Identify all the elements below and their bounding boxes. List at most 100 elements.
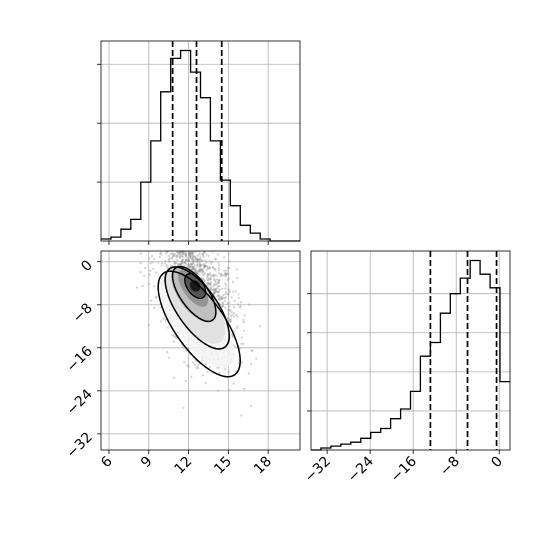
scatter-point xyxy=(201,267,204,271)
scatter-point xyxy=(184,254,187,258)
scatter-point xyxy=(234,290,237,293)
scatter-point xyxy=(204,259,207,263)
scatter-point xyxy=(206,281,209,285)
scatter-point xyxy=(200,225,202,227)
scatter-point xyxy=(171,243,173,245)
scatter-point xyxy=(186,215,188,217)
scatter-point xyxy=(239,301,243,304)
scatter-point xyxy=(196,263,199,266)
scatter-point xyxy=(178,241,180,243)
scatter-point xyxy=(166,265,169,268)
scatter-point xyxy=(183,237,185,239)
scatter-point xyxy=(183,262,187,265)
scatter-point xyxy=(182,236,184,238)
scatter-point xyxy=(193,267,196,270)
scatter-point xyxy=(192,259,195,262)
scatter-point xyxy=(134,220,136,222)
scatter-point xyxy=(199,246,201,248)
scatter-point xyxy=(165,228,167,230)
scatter-point xyxy=(216,286,219,290)
scatter-point xyxy=(213,288,217,292)
scatter-point xyxy=(117,206,119,208)
scatter-point xyxy=(184,222,186,224)
density-level xyxy=(189,280,201,292)
scatter-point xyxy=(212,274,215,277)
scatter-point xyxy=(221,305,225,308)
scatter-point xyxy=(166,226,168,228)
scatter-point xyxy=(193,264,196,267)
scatter-point xyxy=(198,270,201,273)
scatter-point xyxy=(167,260,170,263)
scatter-point xyxy=(141,284,144,288)
scatter-point xyxy=(222,296,225,300)
scatter-point xyxy=(191,267,194,271)
scatter-point xyxy=(207,282,210,285)
scatter-point xyxy=(200,235,202,237)
scatter-point xyxy=(188,254,191,258)
scatter-point xyxy=(186,364,189,367)
scatter-point xyxy=(214,257,217,260)
scatter-point xyxy=(217,290,220,294)
scatter-point xyxy=(213,291,217,295)
scatter-point xyxy=(186,246,188,248)
scatter-point xyxy=(216,278,219,281)
scatter-point xyxy=(243,314,246,317)
scatter-point xyxy=(193,242,195,244)
scatter-point xyxy=(164,245,166,247)
scatter-point xyxy=(240,336,243,339)
scatter-point xyxy=(165,263,168,266)
scatter-point xyxy=(224,282,227,285)
scatter-point xyxy=(198,261,202,264)
scatter-point xyxy=(209,288,213,292)
scatter-point xyxy=(226,293,229,296)
scatter-point xyxy=(167,227,169,229)
scatter-point xyxy=(229,320,232,323)
scatter-point xyxy=(179,216,181,218)
x-tick-label: 0 xyxy=(488,454,506,472)
scatter-point xyxy=(182,252,185,255)
scatter-point xyxy=(149,230,151,232)
contour-line xyxy=(157,270,241,378)
scatter-point xyxy=(193,268,196,272)
scatter-point xyxy=(224,287,227,290)
scatter-point xyxy=(181,258,184,261)
contour-line xyxy=(184,272,207,300)
scatter-point xyxy=(227,370,231,373)
scatter-point xyxy=(240,342,243,345)
scatter-point xyxy=(181,238,183,240)
scatter-point xyxy=(226,266,230,269)
scatter-point xyxy=(227,293,230,296)
scatter-point xyxy=(175,336,178,340)
scatter-point xyxy=(162,213,164,215)
scatter-point xyxy=(247,303,251,306)
scatter-point xyxy=(191,262,194,265)
scatter-point xyxy=(192,361,195,364)
scatter-point xyxy=(226,302,229,305)
scatter-point xyxy=(167,254,170,258)
scatter-point xyxy=(187,251,190,255)
scatter-point xyxy=(226,279,229,282)
scatter-point xyxy=(169,213,171,215)
scatter-point xyxy=(217,279,220,282)
scatter-point xyxy=(206,285,210,288)
scatter-point xyxy=(158,215,160,217)
scatter-point xyxy=(202,274,205,277)
scatter-point xyxy=(223,297,226,300)
scatter-point xyxy=(208,272,212,275)
scatter-point xyxy=(227,316,230,320)
scatter-point xyxy=(174,224,176,226)
scatter-point xyxy=(184,245,186,247)
scatter-point xyxy=(174,225,176,227)
scatter-point xyxy=(184,233,186,235)
scatter-point xyxy=(154,235,156,237)
scatter-point xyxy=(162,224,164,226)
scatter-point xyxy=(164,186,166,188)
scatter-point xyxy=(179,245,181,247)
scatter-point xyxy=(197,258,201,262)
scatter-point xyxy=(201,268,204,271)
scatter-point xyxy=(172,376,176,379)
scatter-point xyxy=(164,318,167,322)
scatter-point xyxy=(160,198,162,200)
scatter-point xyxy=(184,263,188,266)
scatter-point xyxy=(153,248,155,250)
